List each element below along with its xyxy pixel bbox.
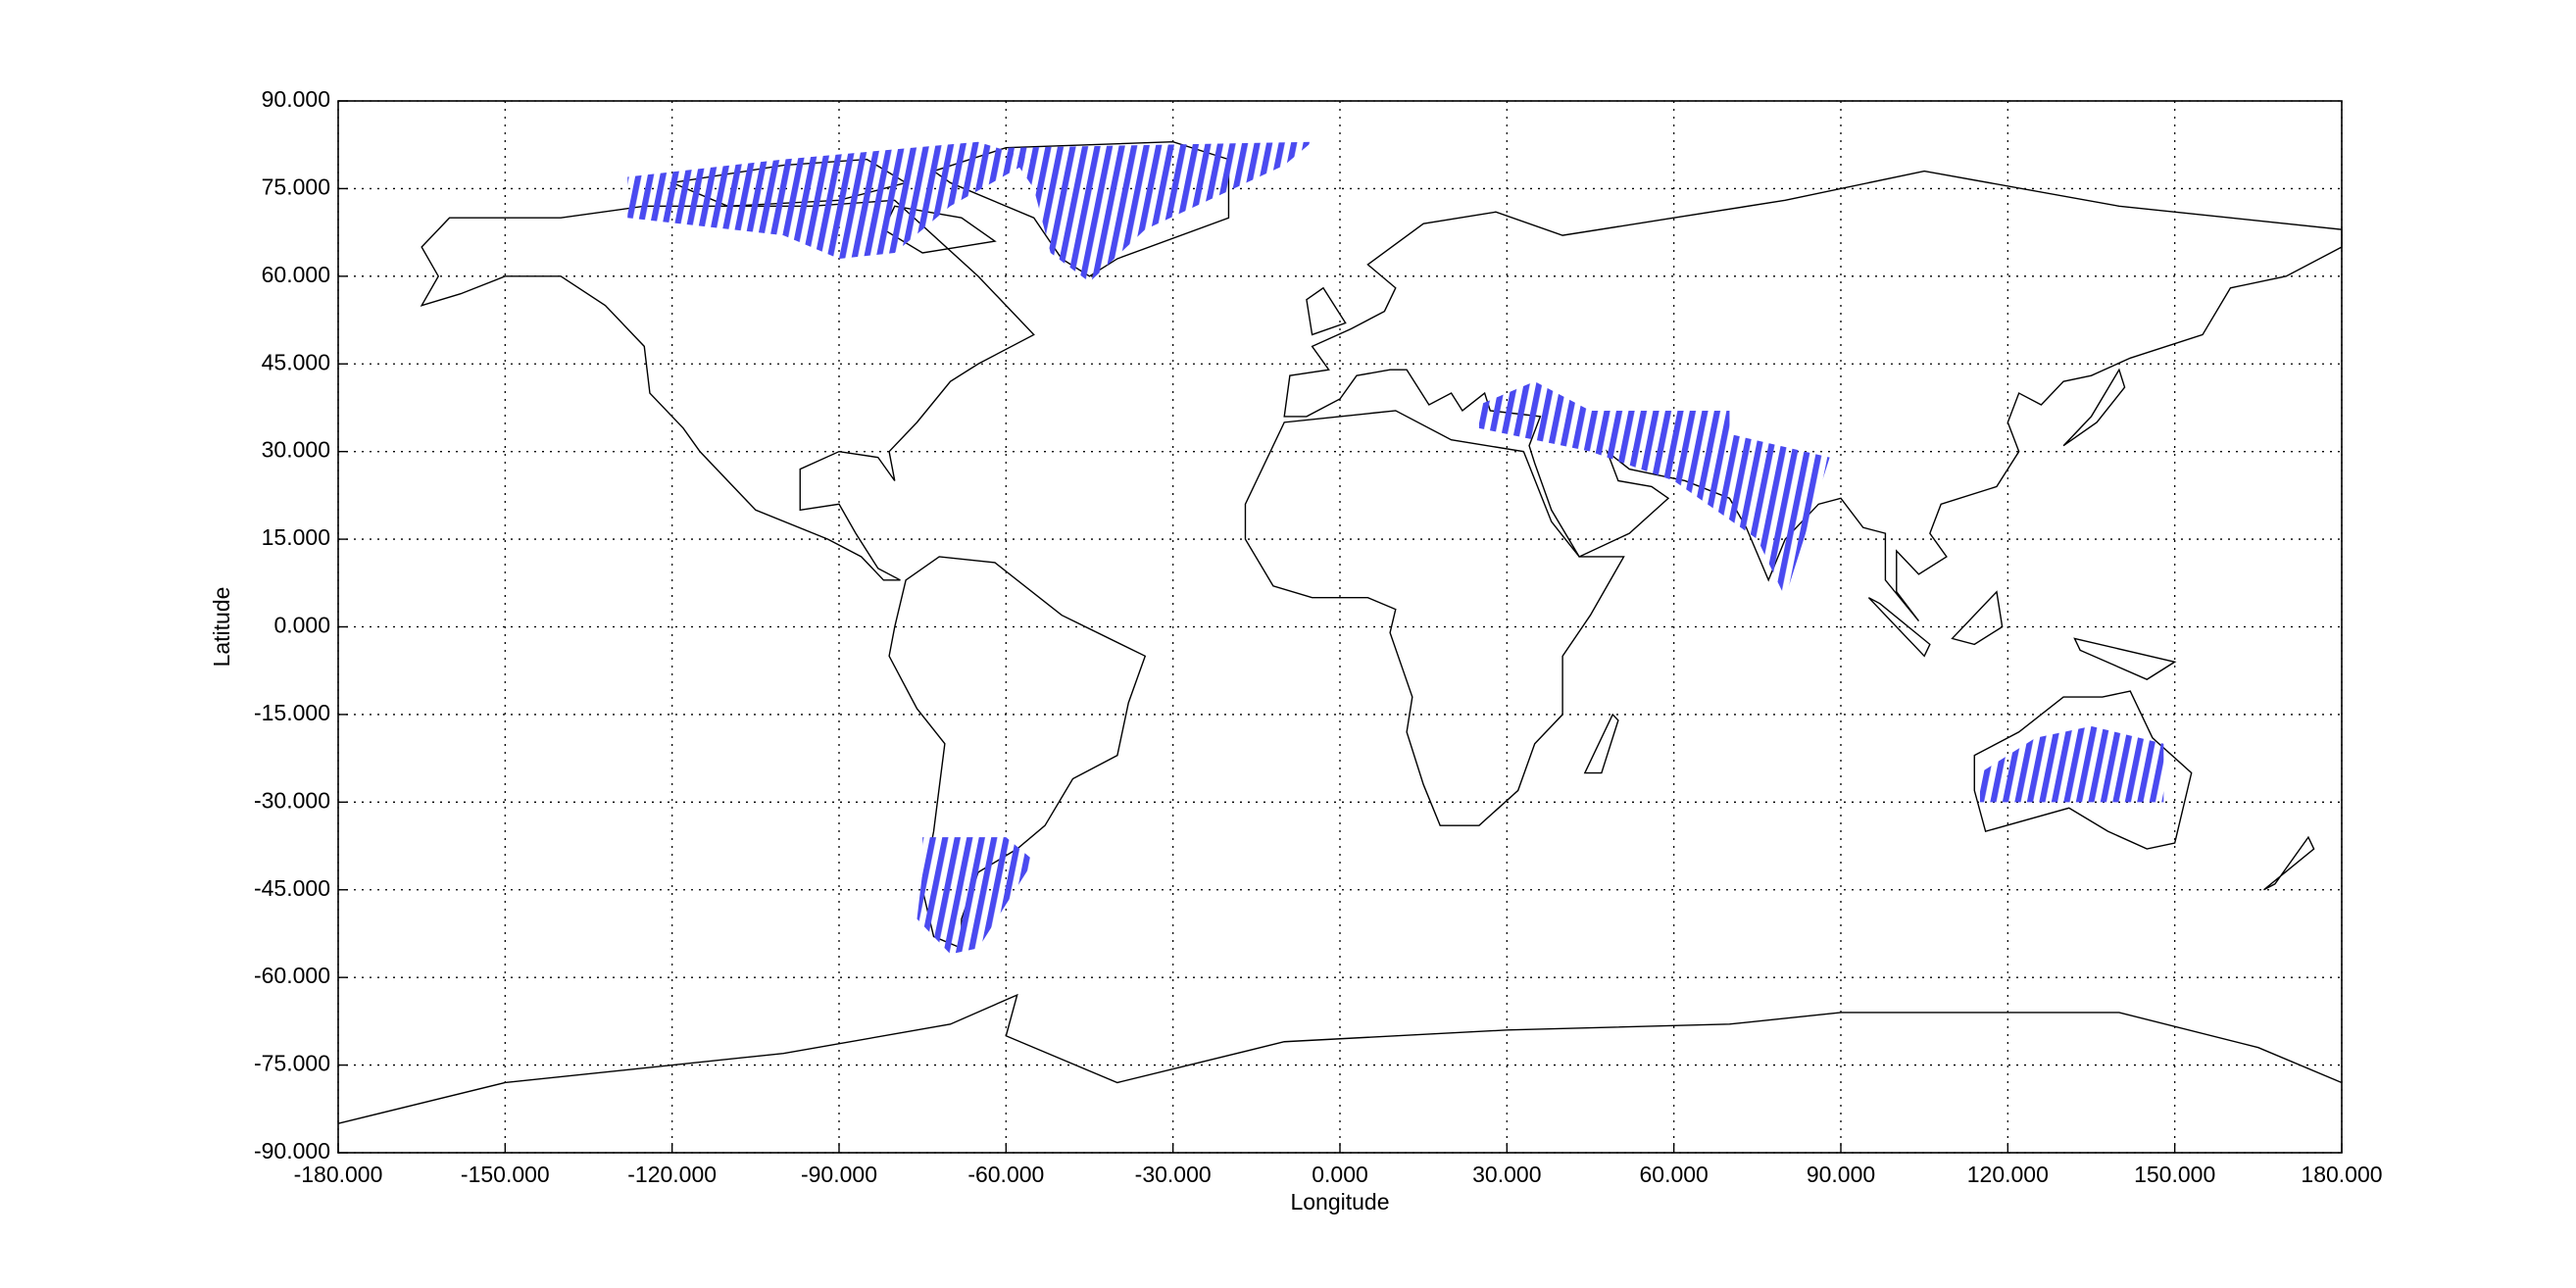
y-tick-label: -75.000 (254, 1051, 330, 1076)
x-tick-label: -120.000 (627, 1162, 717, 1187)
y-tick-label: -60.000 (254, 963, 330, 988)
x-tick-label: -60.000 (967, 1162, 1044, 1187)
x-tick-label: 180.000 (2301, 1162, 2382, 1187)
x-tick-label: 60.000 (1639, 1162, 1708, 1187)
x-tick-label: 90.000 (1807, 1162, 1875, 1187)
swath-australia (1979, 725, 2164, 803)
x-tick-label: -90.000 (801, 1162, 877, 1187)
x-tick-label: -180.000 (294, 1162, 383, 1187)
coast-antarctica (338, 995, 2342, 1123)
y-tick-label: -90.000 (254, 1138, 330, 1164)
x-tick-label: 30.000 (1472, 1162, 1541, 1187)
x-tick-label: -150.000 (461, 1162, 550, 1187)
y-tick-label: 90.000 (262, 86, 330, 112)
x-tick-label: 150.000 (2134, 1162, 2215, 1187)
coast-greenland (934, 142, 1229, 276)
y-axis-label: Latitude (209, 587, 234, 668)
y-tick-label: -45.000 (254, 875, 330, 901)
swaths (627, 141, 2164, 955)
coast-australia (1974, 691, 2191, 849)
y-tick-label: -15.000 (254, 700, 330, 725)
y-tick-label: 75.000 (262, 173, 330, 199)
y-tick-label: 30.000 (262, 437, 330, 463)
y-tick-label: 45.000 (262, 349, 330, 374)
coast-north-america (421, 200, 1034, 579)
swath-arctic-canada (627, 141, 1034, 259)
x-axis-label: Longitude (1290, 1189, 1389, 1214)
x-tick-label: 0.000 (1312, 1162, 1368, 1187)
y-tick-label: 15.000 (262, 524, 330, 550)
y-tick-label: 0.000 (273, 613, 330, 638)
swath-middle-east (1478, 381, 1830, 598)
coast-africa (1245, 411, 1623, 825)
swath-greenland (1006, 141, 1313, 282)
y-tick-label: -30.000 (254, 787, 330, 813)
y-tick-label: 60.000 (262, 262, 330, 287)
x-tick-label: 120.000 (1967, 1162, 2049, 1187)
swath-patagonia (916, 837, 1034, 955)
x-tick-label: -30.000 (1135, 1162, 1212, 1187)
coast-islands (1307, 288, 2314, 890)
